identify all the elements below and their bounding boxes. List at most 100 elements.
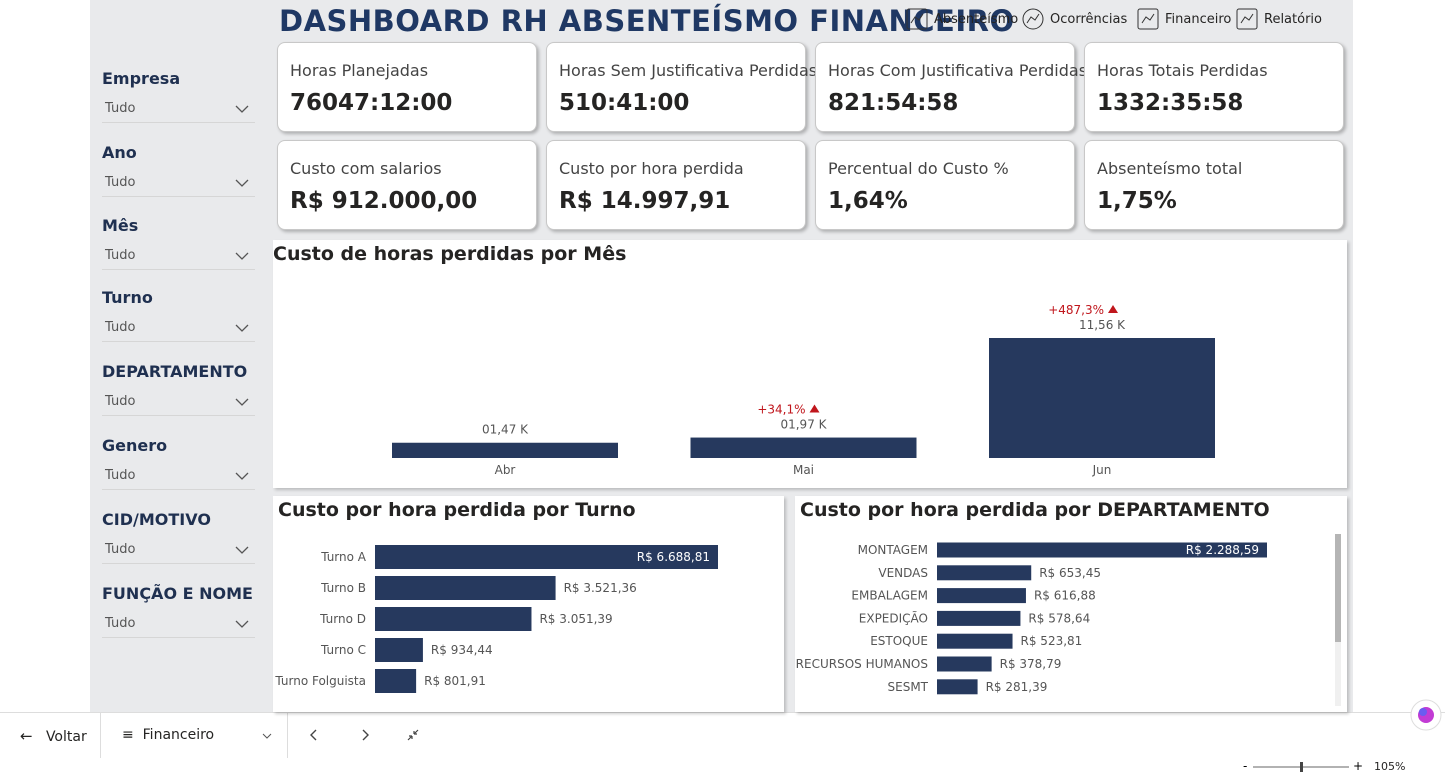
zoom-level: 105% [1374,760,1406,773]
filter-dropdown[interactable]: Tudo [102,464,255,490]
up-arrow [1108,305,1118,313]
kpi-value: 510:41:00 [559,90,690,116]
filter-label: CID/MOTIVO [102,510,211,529]
filter-dropdown[interactable]: Tudo [102,316,255,342]
nav-icon [1137,8,1159,30]
bar [375,545,718,569]
kpi-card: Horas Sem Justificativa Perdidas 510:41:0… [546,42,817,132]
kpi-label: Horas Com Justificativa Perdidas [828,61,1088,80]
filter-dropdown[interactable]: Tudo [102,244,255,270]
y-tick-label: RECURSOS HUMANOS [796,657,928,671]
filter-label: FUNÇÃO E NOME [102,584,253,603]
kpi-value: 1,64% [828,188,908,214]
data-label: R$ 3.051,39 [539,612,612,626]
filter-label: Turno [102,288,153,307]
change-label: +487,3% [1048,303,1104,317]
chart-title: Custo de horas perdidas por Mês [273,243,626,265]
copilot-icon[interactable] [1410,699,1442,731]
nav-button[interactable]: Relatório [1233,5,1322,33]
bar [392,442,618,458]
chevron [235,620,249,628]
chart-title: Custo por hora perdida por DEPARTAMENTO [800,499,1270,521]
bar [937,542,1267,558]
bar [937,565,1032,581]
prev-page-button[interactable] [308,728,320,742]
chevron [235,324,249,332]
filter-label: DEPARTAMENTO [102,362,248,381]
change-label: +34,1% [757,403,805,417]
icon-shape [1141,13,1155,24]
data-label: R$ 934,44 [431,643,493,657]
kpi-label: Horas Totais Perdidas [1097,61,1268,80]
kpi-value: 76047:12:00 [290,90,453,116]
data-label: 01,97 K [780,418,827,432]
filter-value: Tudo [105,175,136,190]
page-label: Financeiro [142,727,215,743]
kpi-label: Custo com salarios [290,159,442,178]
back-button[interactable]: ← Voltar [20,727,87,745]
filter-value: Tudo [105,394,136,409]
chart-panel: Custo por hora perdida por Turno Turno A R… [273,496,784,712]
nav-button[interactable]: Financeiro [1134,5,1231,33]
nav-label: Financeiro [1165,11,1232,27]
bar [937,633,1013,649]
kpi-value: R$ 14.997,91 [559,188,731,214]
filter-label: Ano [102,143,137,162]
kpi-value: R$ 912.000,00 [290,188,478,214]
next-page-button[interactable] [359,728,371,742]
bar [989,338,1215,458]
kpi-card: Custo por hora perdida R$ 14.997,91 [546,140,806,230]
chevron-path [235,398,249,406]
kpi-label: Horas Planejadas [290,61,429,80]
kpi-card: Horas Planejadas 76047:12:00 [277,42,537,132]
x-tick-label: Abr [495,463,516,477]
chevron-path [235,179,249,187]
data-label: R$ 653,45 [1039,566,1101,580]
filter-dropdown[interactable]: Tudo [102,612,255,638]
svg-text:-: - [1243,760,1247,772]
y-tick-label: MONTAGEM [858,543,928,557]
chevron-path [235,324,249,332]
kpi-label: Custo por hora perdida [559,159,744,178]
bar [937,656,992,672]
kpi-card: Percentual do Custo % 1,64% [815,140,1075,230]
icon-shape [1022,8,1044,30]
footer-bar: ← Voltar ≡ Financeiro [0,699,1445,759]
back-label: Voltar [45,729,87,745]
chevron-path [235,620,249,628]
filter-dropdown[interactable]: Tudo [102,390,255,416]
chevron-path [235,105,249,113]
nav-button[interactable]: Absenteísmo [903,5,1018,33]
kpi-card: Horas Totais Perdidas 1332:35:58 [1084,42,1344,132]
chevron [262,733,272,739]
fit-button[interactable] [406,728,420,742]
data-label: R$ 378,79 [1000,657,1062,671]
dashboard-title: DASHBOARD RH ABSENTEÍSMO FINANCEIRO [279,4,1015,38]
filter-dropdown[interactable]: Tudo [102,171,255,197]
scrollbar-thumb[interactable] [1335,534,1341,642]
filter-dropdown[interactable]: Tudo [102,538,255,564]
data-label: 11,56 K [1079,318,1126,332]
nav-label: Ocorrências [1050,11,1128,27]
chevron [235,105,249,113]
page-selector[interactable]: ≡ Financeiro [122,727,277,743]
data-label: R$ 578,64 [1028,611,1090,625]
data-label: R$ 616,88 [1034,589,1096,603]
filter-dropdown[interactable]: Tudo [102,97,255,123]
chevron-path [235,472,249,480]
filter-label: Mês [102,216,139,235]
bar [375,607,532,631]
nav-button[interactable]: Ocorrências [1019,5,1127,33]
data-label: R$ 2.288,59 [1186,543,1259,557]
x-tick-label: Jun [1092,463,1112,477]
nav-icon [906,8,928,30]
icon-shape [910,13,924,24]
divider [100,713,101,759]
y-tick-label: EXPEDIÇÃO [859,610,928,625]
data-label: R$ 6.688,81 [637,550,710,564]
filter-value: Tudo [105,320,136,335]
filter-value: Tudo [105,616,136,631]
zoom-slider[interactable]: - + [1243,760,1363,772]
status-bar: - + 105% [0,758,1445,773]
y-tick-label: Turno B [320,581,366,595]
